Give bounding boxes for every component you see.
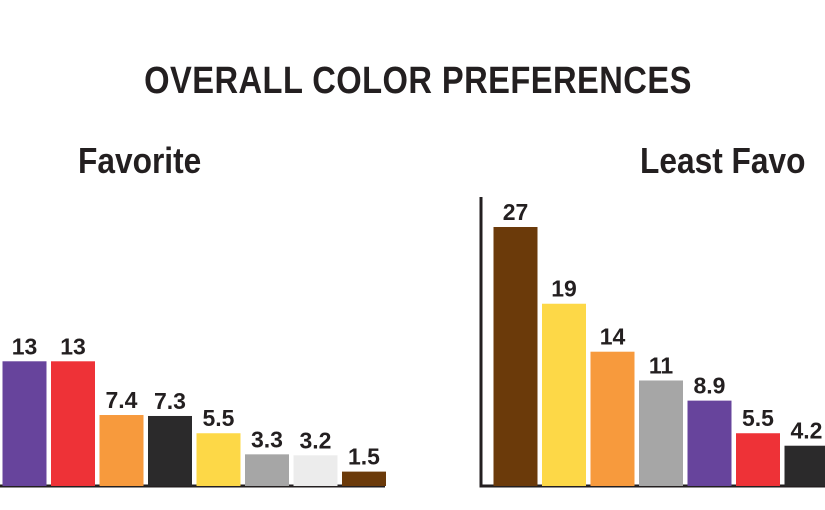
least-favorite-bar	[590, 351, 635, 486]
favorite-bar	[99, 415, 144, 486]
favorite-chart-title: Favorite	[78, 140, 202, 181]
favorite-value-label: 5.5	[203, 405, 235, 431]
favorite-bar	[196, 433, 241, 486]
page-title: OVERALL COLOR PREFERENCES	[144, 60, 692, 102]
favorite-value-label: 7.3	[154, 388, 186, 414]
favorite-bar	[245, 454, 289, 486]
favorite-value-label: 7.4	[106, 387, 138, 413]
least-favorite-bar	[493, 227, 538, 486]
least-favorite-value-label: 19	[551, 276, 577, 302]
least-favorite-bar	[639, 380, 683, 486]
favorite-bar	[2, 361, 47, 486]
least-favorite-value-label: 11	[649, 352, 674, 378]
favorite-value-label: 3.3	[251, 426, 283, 452]
favorite-bar	[51, 361, 95, 486]
favorite-value-label: 13	[60, 333, 86, 359]
favorite-value-label: 3.2	[300, 427, 332, 453]
favorite-bar	[148, 415, 192, 486]
least-favorite-value-label: 8.9	[694, 373, 726, 399]
favorite-value-label: 1.5	[348, 444, 380, 470]
least-favorite-value-label: 4.2	[791, 418, 823, 444]
favorite-bar	[293, 455, 338, 486]
least-favorite-chart-title: Least Favo	[640, 140, 806, 181]
favorite-bar	[342, 471, 386, 486]
least-favorite-bar	[687, 400, 732, 486]
least-favorite-chart: 27 19 14 11 8.9 5.5 4.2	[479, 197, 825, 488]
favorite-chart: 13 13 7.4 7.3 5.5 3.3 3.2 1.5	[0, 333, 386, 488]
least-favorite-bar	[784, 445, 825, 486]
favorite-value-label: 13	[12, 333, 38, 359]
least-favorite-bar	[736, 433, 780, 486]
least-favorite-bar	[542, 303, 586, 486]
least-favorite-value-label: 5.5	[742, 405, 774, 431]
least-favorite-value-label: 27	[503, 199, 529, 225]
least-favorite-value-label: 14	[600, 324, 626, 350]
